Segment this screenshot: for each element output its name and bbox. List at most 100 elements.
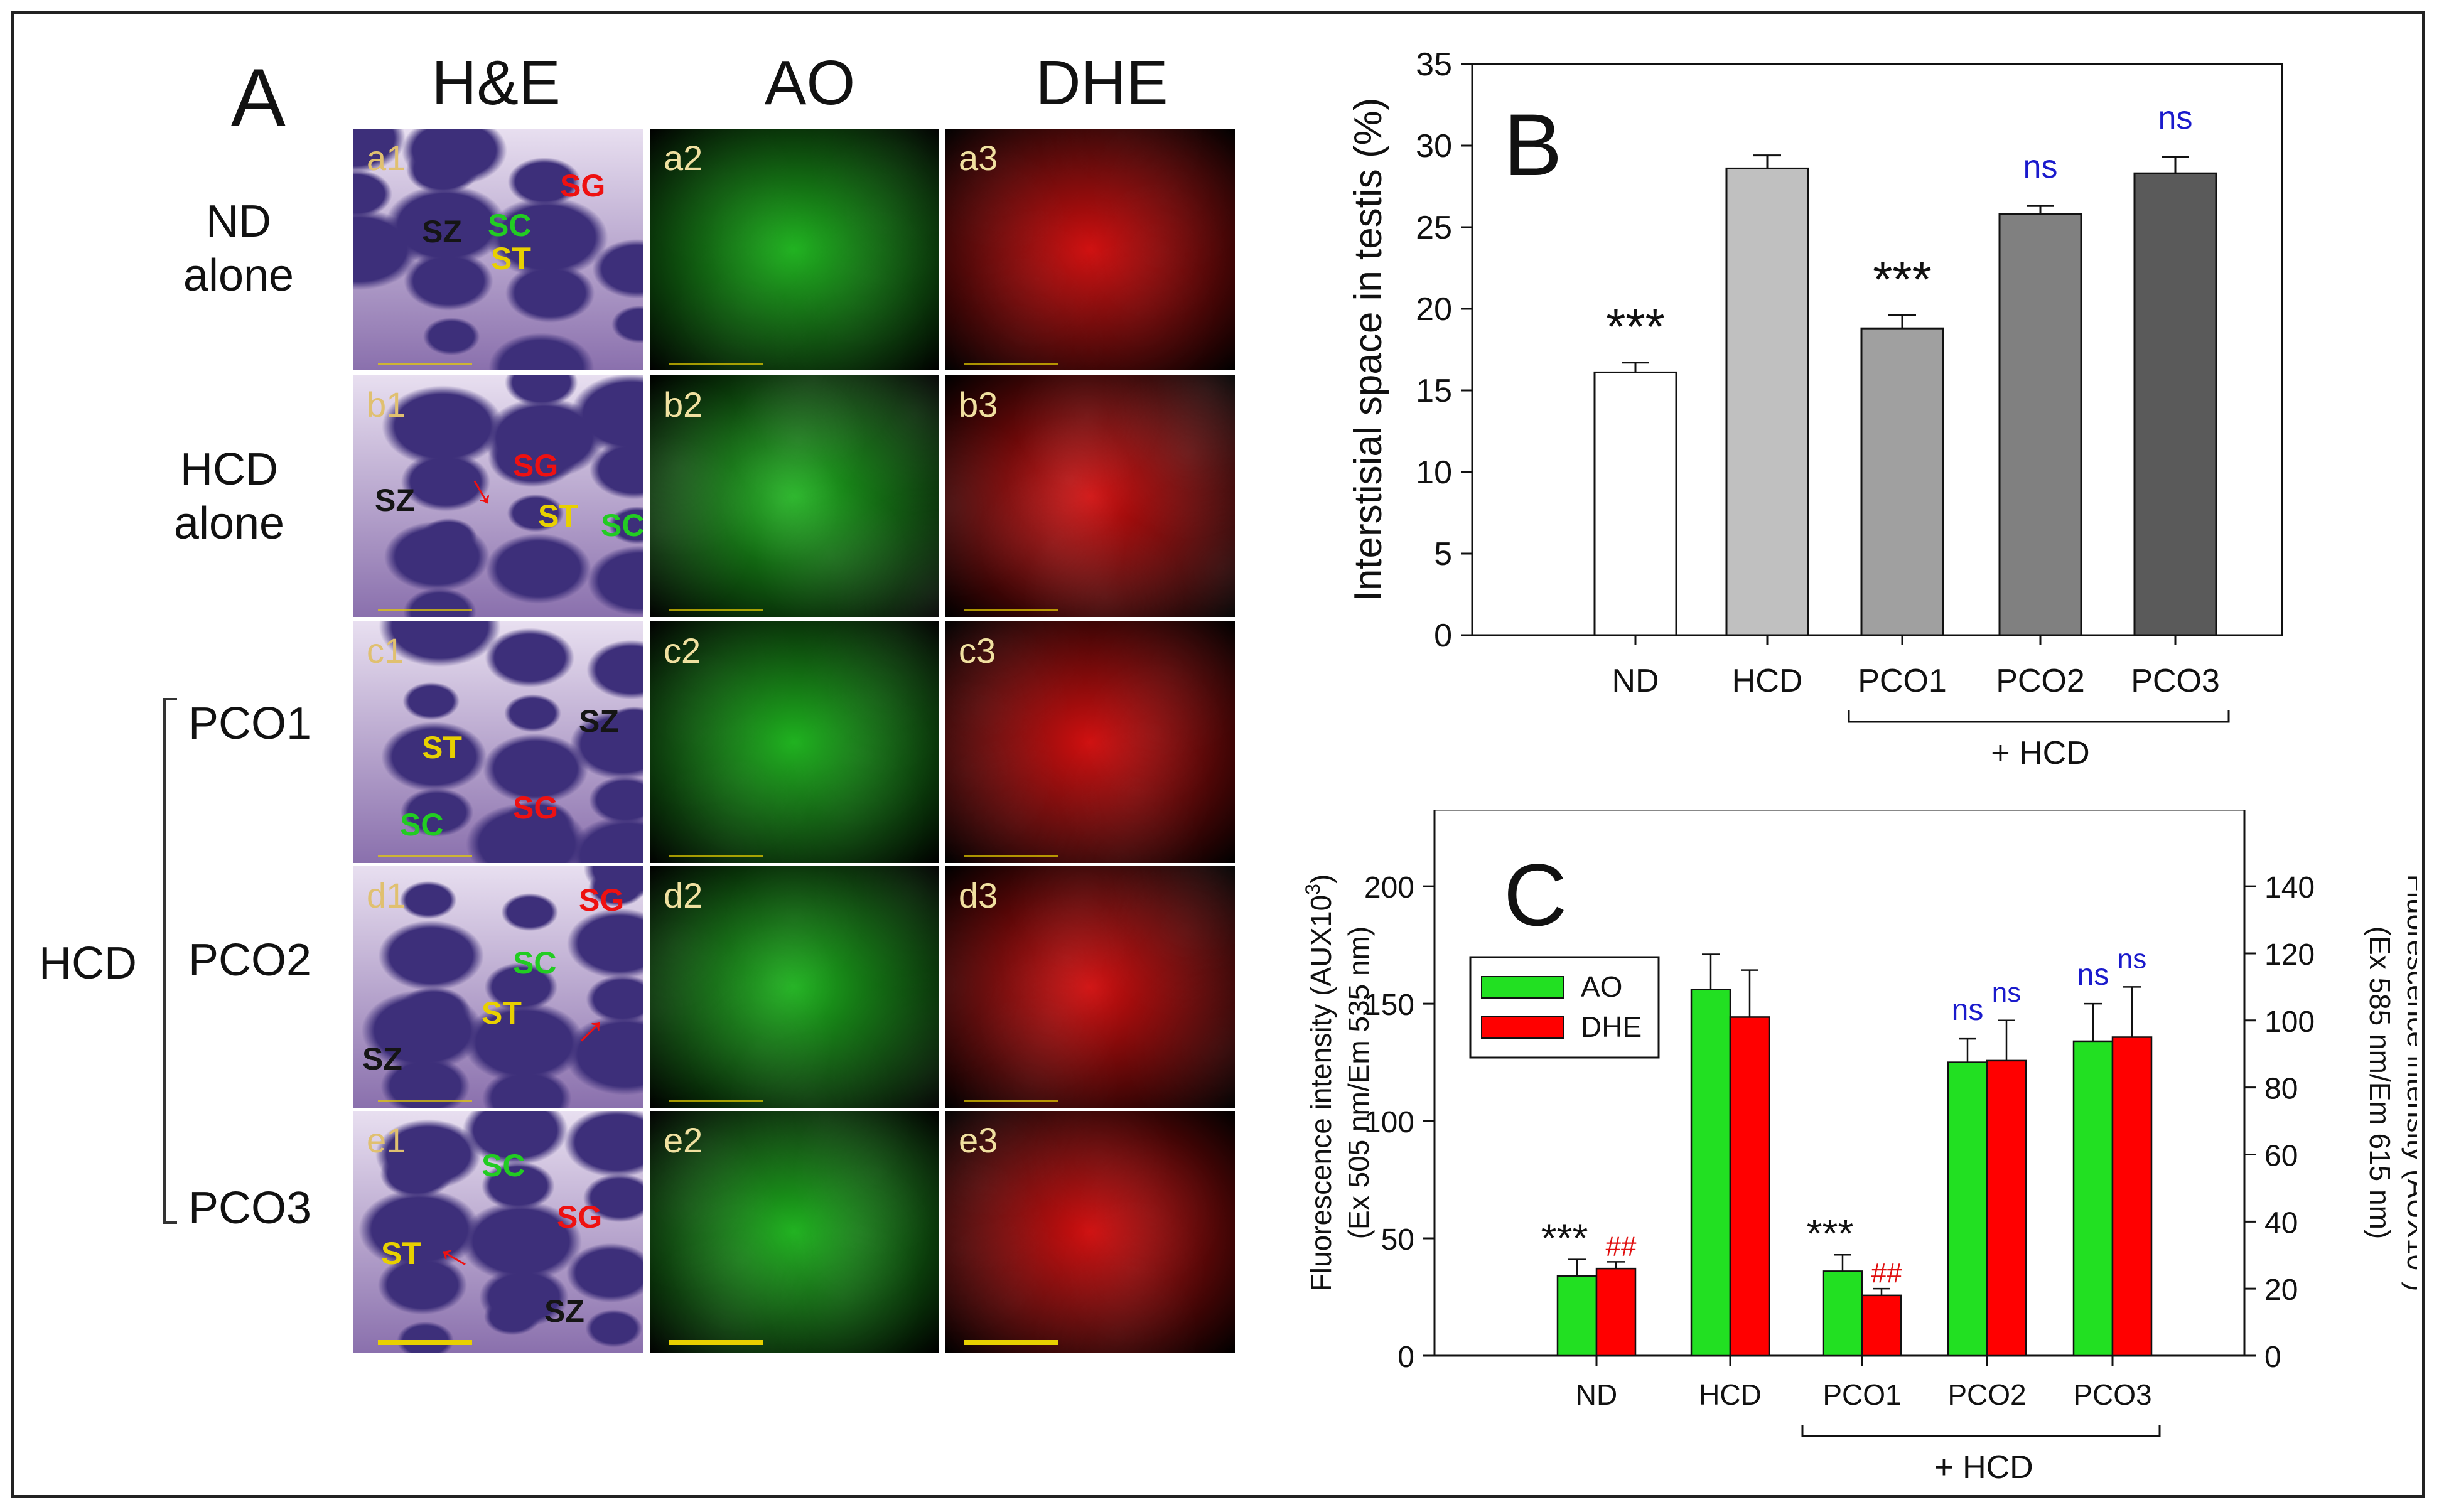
x-tick-label: PCO2: [1996, 663, 2085, 699]
y-left-tick-label: 100: [1364, 1106, 1414, 1139]
panel-a-letter: A: [231, 51, 286, 143]
tile-label: c2: [664, 631, 701, 670]
x-tick-label: ND: [1576, 1378, 1617, 1411]
cell-type-label: SZ: [422, 214, 462, 249]
bar-dhe-pco3: [2111, 1036, 2153, 1357]
cell-type-label: SC: [601, 508, 643, 543]
significance-label: ns: [2023, 149, 2058, 185]
red-arrow-icon: →: [455, 457, 520, 520]
micrograph-d1: d1 SG SC ST SZ →: [353, 866, 643, 1108]
micrograph-b1: b1 SG SZ ST SC →: [353, 375, 643, 617]
cell-type-label: SZ: [362, 1041, 402, 1076]
chart-c: 0 50 100 150 200 0 20 40 60 80 100 120 140 Fluorescen…: [1301, 810, 2417, 1486]
y-tick-label: 20: [1416, 291, 1452, 328]
scale-bar: [964, 1340, 1058, 1345]
x-tick-label: HCD: [1699, 1378, 1762, 1411]
tile-label: e3: [959, 1120, 998, 1160]
y-right-tick-label: 20: [2264, 1273, 2298, 1307]
y-axis-label: Interstisial space in testis (%): [1347, 98, 1390, 602]
bar-hcd: [1725, 167, 1809, 636]
y-right-tick-label: 40: [2264, 1206, 2298, 1240]
bar-ao-nd: [1556, 1275, 1598, 1357]
tile-label: b1: [367, 385, 406, 424]
cell-type-label: ST: [422, 730, 462, 765]
bracket-label: + HCD: [1934, 1449, 2033, 1486]
scale-bar: [669, 855, 763, 857]
tile-label: c1: [367, 631, 404, 670]
micrograph-e2: e2: [650, 1111, 939, 1353]
scale-bar: [378, 1100, 472, 1102]
scale-bar: [378, 609, 472, 611]
micrograph-c2: c2: [650, 621, 939, 863]
y-left-tick-label: 200: [1364, 871, 1414, 904]
tile-label: a1: [367, 138, 406, 178]
cell-type-label: SG: [560, 168, 606, 203]
micrograph-b2: b2: [650, 375, 939, 617]
y-right-tick-label: 100: [2264, 1005, 2315, 1039]
row-label-nd-alone: ND alone: [183, 196, 294, 301]
tile-label: e1: [367, 1120, 406, 1160]
bar-dhe-nd: [1595, 1267, 1637, 1357]
cell-type-label: SG: [579, 882, 625, 918]
x-tick-label: PCO1: [1823, 1378, 1901, 1411]
bar-dhe-pco1: [1861, 1294, 1902, 1357]
y-tick-label: 15: [1416, 373, 1452, 409]
scale-bar: [669, 609, 763, 611]
red-arrow-icon: →: [552, 993, 618, 1059]
bar-nd: [1593, 371, 1677, 636]
tile-label: d1: [367, 876, 406, 915]
micrograph-b3: b3: [945, 375, 1235, 617]
x-tick-label: ND: [1612, 663, 1659, 699]
y-tick-label: 25: [1416, 210, 1452, 246]
bracket-label: + HCD: [1991, 735, 2089, 771]
group-label-hcd: HCD: [39, 938, 137, 989]
tile-label: a2: [664, 138, 703, 178]
scale-bar: [669, 363, 763, 365]
tile-label: e2: [664, 1120, 703, 1160]
y-tick-label: 30: [1416, 128, 1452, 164]
tile-label: a3: [959, 138, 998, 178]
figure-frame: [11, 11, 2425, 1498]
legend-label-dhe: DHE: [1581, 1011, 1642, 1043]
tile-label: d2: [664, 876, 703, 915]
group-bracket: [163, 698, 177, 1224]
bar-dhe-pco2: [1986, 1059, 2027, 1357]
scale-bar: [964, 609, 1058, 611]
dhe-significance-label: ns: [1992, 977, 2021, 1008]
row-label-pco3: PCO3: [188, 1183, 312, 1233]
tile-label: b2: [664, 385, 703, 424]
y-right-tick-label: 0: [2264, 1341, 2281, 1374]
scale-bar: [964, 1100, 1058, 1102]
bar-ao-pco1: [1822, 1270, 1863, 1357]
cell-type-label: SC: [488, 208, 532, 243]
scale-bar: [964, 855, 1058, 857]
bar-pco1: [1860, 327, 1944, 636]
micrograph-a1: a1 SG SC SZ ST: [353, 129, 643, 370]
dhe-significance-label: ns: [2118, 943, 2146, 974]
ao-significance-label: ***: [1807, 1211, 1854, 1256]
y-tick-label: 5: [1434, 536, 1452, 572]
column-header-ao: AO: [764, 48, 856, 118]
significance-label: ns: [2158, 100, 2193, 136]
tile-label: b3: [959, 385, 998, 424]
panel-c-letter: C: [1504, 845, 1568, 944]
y-tick-label: 0: [1434, 618, 1452, 654]
micrograph-d2: d2: [650, 866, 939, 1108]
cell-type-label: SC: [513, 945, 557, 980]
scale-bar: [378, 855, 472, 857]
panel-b-letter: B: [1504, 95, 1563, 194]
legend-label-ao: AO: [1581, 970, 1622, 1003]
cell-type-label: SZ: [544, 1294, 584, 1329]
cell-type-label: SG: [513, 448, 559, 483]
scale-bar: [669, 1340, 763, 1345]
micrograph-c1: c1 SZ ST SC SG: [353, 621, 643, 863]
cell-type-label: ST: [482, 995, 522, 1031]
bar-pco2: [1998, 213, 2082, 636]
cell-type-label: ST: [491, 241, 531, 276]
cell-type-label: SC: [482, 1148, 525, 1183]
y-left-tick-label: 0: [1397, 1341, 1414, 1374]
y-right-tick-label: 60: [2264, 1139, 2298, 1172]
row-label-hcd-alone: HCD alone: [173, 444, 285, 549]
significance-label: ***: [1873, 251, 1931, 307]
x-tick-label: HCD: [1732, 663, 1803, 699]
